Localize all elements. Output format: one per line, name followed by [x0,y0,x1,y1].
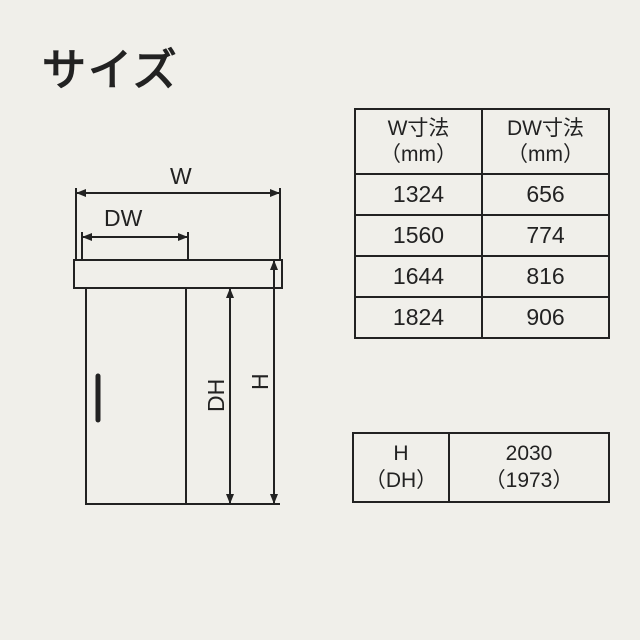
table-row: 1644816 [355,256,609,297]
page-title: サイズ [42,34,179,98]
dim-DH: DH [186,288,236,504]
label-DH: DH [203,379,229,412]
rail [74,260,282,288]
h-value: 2030（1973） [449,433,609,502]
label-W: W [170,163,192,189]
size-table: W寸法（mm） DW寸法（mm） 1324656 1560774 1644816… [354,108,610,339]
door-panel [86,288,186,504]
col-header-W: W寸法（mm） [355,109,482,174]
dimension-diagram: W DW DH H [60,160,330,540]
table-row: 1560774 [355,215,609,256]
height-table: H（DH） 2030（1973） [352,432,610,503]
table-row: 1824906 [355,297,609,338]
dim-H: H [236,260,280,504]
table-row: 1324656 [355,174,609,215]
label-DW: DW [104,205,143,231]
dim-DW: DW [82,205,188,260]
col-header-DW: DW寸法（mm） [482,109,609,174]
h-label: H（DH） [353,433,449,502]
label-H: H [247,373,273,390]
